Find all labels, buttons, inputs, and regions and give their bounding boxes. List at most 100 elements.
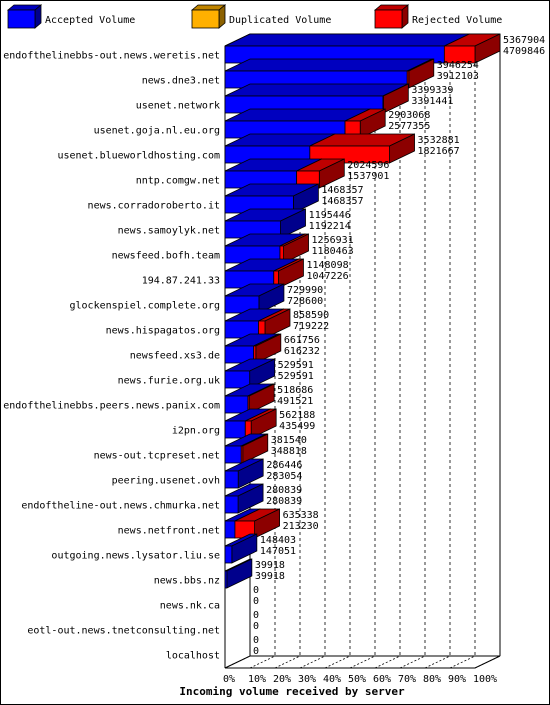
x-tick-label: 100% — [473, 674, 497, 685]
value-label-accepted: 1468357 — [321, 196, 363, 207]
bar-accepted — [224, 358, 276, 389]
legend-item: Accepted Volume — [6, 4, 135, 29]
value-label-accepted: 1047226 — [306, 271, 348, 282]
value-label-accepted: 0 — [253, 596, 259, 607]
floor-gridline — [424, 655, 451, 669]
value-label-accepted: 1180463 — [312, 246, 354, 257]
value-label-accepted: 719222 — [293, 321, 329, 332]
legend-item: Duplicated Volume — [190, 4, 331, 29]
value-label-total: 3532881 — [418, 135, 460, 146]
floor-gridline — [274, 655, 301, 669]
value-label-accepted: 39918 — [255, 571, 285, 582]
value-label-accepted: 616232 — [284, 346, 320, 357]
server-label: news-out.tcpreset.net — [94, 451, 220, 462]
x-tick-label: 0% — [223, 674, 235, 685]
x-tick-label: 90% — [448, 674, 466, 685]
chart-x-tick-labels: 0% 10% 20% 30% 40% 50% 60% 70% 80% 90% 100% — [223, 674, 497, 685]
value-label-accepted: 1821667 — [418, 146, 460, 157]
value-label-total: 562188 — [279, 410, 315, 421]
floor-gridline — [449, 655, 476, 669]
bar-row — [224, 408, 277, 439]
legend-label: Accepted Volume — [45, 15, 135, 26]
server-label: outgoing.news.lysator.liu.se — [51, 551, 220, 562]
server-label: 194.87.241.33 — [142, 276, 220, 287]
bar-row — [224, 558, 253, 589]
server-label: endoftheline-out.news.chmurka.net — [21, 501, 220, 512]
server-label: news.corradoroberto.it — [88, 201, 220, 212]
value-label-accepted: 3912103 — [437, 71, 479, 82]
server-label: usenet.network — [136, 101, 220, 112]
bar-accepted — [224, 533, 258, 564]
value-label-accepted: 0 — [253, 621, 259, 632]
legend-label: Rejected Volume — [412, 15, 502, 26]
value-label-accepted: 283054 — [266, 471, 302, 482]
value-label-total: 0 — [253, 585, 259, 596]
bar-row — [224, 458, 264, 489]
bar-row — [224, 358, 276, 389]
x-tick-label: 60% — [373, 674, 391, 685]
plot-floor — [224, 655, 501, 669]
value-label-total: 729990 — [287, 285, 323, 296]
bar-row — [224, 333, 282, 364]
floor-gridline — [399, 655, 426, 669]
legend-swatch — [374, 9, 403, 29]
value-label-total: 0 — [253, 610, 259, 621]
value-label-total: 529591 — [278, 360, 314, 371]
bar-rejected — [279, 233, 309, 264]
server-label: i2pn.org — [172, 426, 220, 437]
legend-swatch — [191, 9, 220, 29]
bar-rejected — [406, 58, 435, 89]
x-tick-label: 30% — [298, 674, 316, 685]
server-label: endofthelinebbs.peers.news.panix.com — [3, 401, 220, 412]
value-label-total: 1195446 — [309, 210, 351, 221]
server-label: localhost — [166, 651, 220, 662]
value-label-total: 0 — [253, 635, 259, 646]
server-label: news.hispagatos.org — [106, 326, 220, 337]
server-label: glockenspiel.complete.org — [69, 301, 220, 312]
value-label-accepted: 728600 — [287, 296, 323, 307]
floor-gridline — [299, 655, 326, 669]
chart-bars — [224, 33, 501, 589]
value-label-total: 2024596 — [347, 160, 389, 171]
value-label-total: 148403 — [260, 535, 296, 546]
value-label-total: 286446 — [266, 460, 302, 471]
value-label-accepted: 1192214 — [309, 221, 351, 232]
server-label: news.netfront.net — [118, 526, 220, 537]
value-label-total: 39918 — [255, 560, 285, 571]
bar-row — [224, 383, 275, 414]
value-label-accepted: 0 — [253, 646, 259, 657]
x-tick-label: 50% — [348, 674, 366, 685]
bar-rejected — [244, 408, 277, 439]
value-label-accepted: 147051 — [260, 546, 296, 557]
value-label-total: 2903068 — [388, 110, 430, 121]
bar-accepted — [224, 558, 253, 589]
bar-row — [224, 433, 269, 464]
floor-gridline — [324, 655, 351, 669]
value-label-total: 5367904 — [503, 35, 545, 46]
value-label-total: 661756 — [284, 335, 320, 346]
server-label: usenet.blueworldhosting.com — [57, 151, 220, 162]
server-label: news.samoylyk.net — [118, 226, 220, 237]
floor-gridline — [349, 655, 376, 669]
value-label-total: 1468357 — [321, 185, 363, 196]
value-label-accepted: 491521 — [277, 396, 313, 407]
x-tick-label: 10% — [248, 674, 266, 685]
x-tick-label: 80% — [423, 674, 441, 685]
floor-gridline — [249, 655, 276, 669]
value-label-accepted: 213230 — [283, 521, 319, 532]
server-label: usenet.goja.nl.eu.org — [94, 126, 220, 137]
legend-swatch — [7, 9, 36, 29]
bar-rejected — [240, 433, 269, 464]
value-label-accepted: 1537901 — [347, 171, 389, 182]
bar-rejected — [382, 83, 409, 114]
value-label-total: 518686 — [277, 385, 313, 396]
bar-row — [224, 483, 264, 514]
value-label-total: 3399339 — [411, 85, 453, 96]
bar-accepted — [224, 483, 264, 514]
value-label-total: 3946254 — [437, 60, 479, 71]
bar-rejected — [443, 33, 501, 64]
value-label-total: 381540 — [271, 435, 307, 446]
value-label-accepted: 348818 — [271, 446, 307, 457]
value-label-accepted: 2577355 — [388, 121, 430, 132]
